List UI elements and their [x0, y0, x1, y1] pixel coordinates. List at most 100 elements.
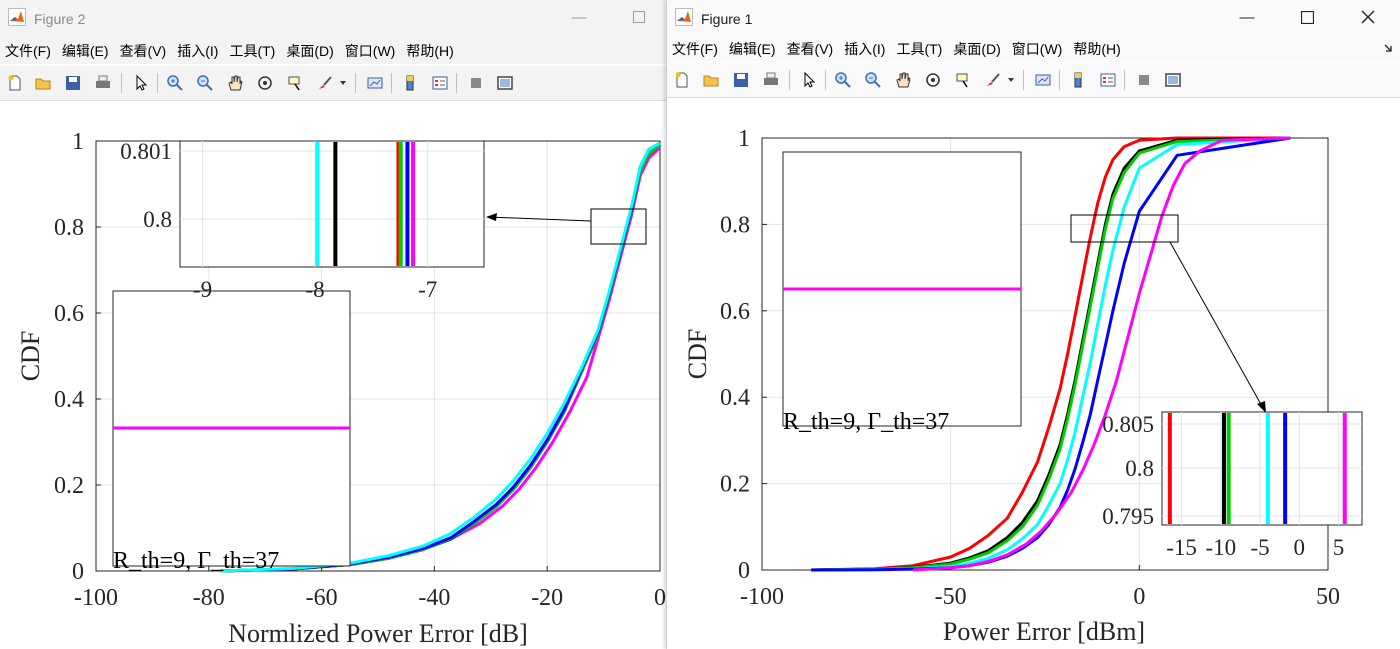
legend-icon [1100, 73, 1116, 87]
link-plot-icon [367, 77, 383, 89]
print-icon [764, 72, 778, 85]
zoom-y-tick-label: 0.8 [1125, 456, 1154, 481]
menu-desktop[interactable]: 桌面(D) [953, 41, 1001, 57]
pointer-button[interactable] [798, 69, 820, 91]
link-plot-button[interactable] [1032, 69, 1054, 91]
link-plot-button[interactable] [364, 72, 386, 94]
figure2-toolbar [0, 66, 666, 101]
zoom-y-tick-label: 0.795 [1102, 504, 1154, 529]
zoom-out-button[interactable] [862, 69, 884, 91]
data-cursor-button[interactable] [952, 69, 974, 91]
dock-arrow-icon[interactable] [1383, 43, 1393, 53]
figure2-menubar: 文件(F) 编辑(E) 查看(V) 插入(I) 工具(T) 桌面(D) 窗口(W… [0, 38, 666, 64]
pan-button[interactable] [224, 72, 246, 94]
x-tick-label: 0 [654, 585, 666, 611]
close-button[interactable] [1345, 0, 1391, 34]
rotate-button[interactable] [922, 69, 944, 91]
menu-view[interactable]: 查看(V) [786, 41, 834, 57]
menu-window[interactable]: 窗口(W) [344, 43, 396, 59]
menu-file[interactable]: 文件(F) [672, 41, 718, 57]
figure1-window[interactable]: Figure 1 — 文件(F) 编辑(E) 查看(V) 插入(I) 工具(T)… [666, 0, 1400, 649]
menu-view[interactable]: 查看(V) [119, 43, 167, 59]
zoom-out-icon [865, 72, 881, 88]
maximize-button[interactable] [1284, 0, 1330, 34]
menu-tools[interactable]: 工具(T) [229, 43, 276, 59]
link-plot-icon [1035, 74, 1051, 86]
cursor-arrow-icon [136, 74, 148, 91]
print-button[interactable] [760, 69, 782, 91]
brush-dropdown[interactable] [338, 72, 348, 94]
brush-dropdown[interactable] [1006, 69, 1016, 91]
y-axis-label: CDF [16, 331, 45, 382]
menu-help[interactable]: 帮助(H) [1073, 41, 1121, 57]
menu-help[interactable]: 帮助(H) [406, 43, 454, 59]
figure2-titlebar[interactable]: Figure 2 — [0, 0, 666, 38]
save-button[interactable] [730, 69, 752, 91]
colorbar-button[interactable] [1067, 69, 1089, 91]
legend-button[interactable] [1097, 69, 1119, 91]
y-tick-label: 0 [738, 558, 750, 584]
menu-insert[interactable]: 插入(I) [177, 43, 219, 59]
print-button[interactable] [92, 72, 114, 94]
y-tick-label: 1 [738, 126, 750, 152]
cdf-curves [811, 136, 1291, 572]
brush-button[interactable] [982, 69, 1004, 91]
figure2-window[interactable]: Figure 2 — 文件(F) 编辑(E) 查看(V) 插入(I) 工具(T)… [0, 0, 667, 649]
new-figure-button[interactable] [671, 69, 693, 91]
minimize-button[interactable]: — [556, 0, 602, 34]
menu-window[interactable]: 窗口(W) [1011, 41, 1063, 57]
minimize-button[interactable]: — [1224, 0, 1270, 34]
matlab-logo-icon [675, 8, 693, 26]
zoom-out-button[interactable] [194, 72, 216, 94]
zoom-out-icon [197, 75, 213, 91]
menu-edit[interactable]: 编辑(E) [728, 41, 776, 57]
menu-tools[interactable]: 工具(T) [896, 41, 943, 57]
data-cursor-button[interactable] [284, 72, 306, 94]
menu-insert[interactable]: 插入(I) [844, 41, 886, 57]
brush-button[interactable] [314, 72, 336, 94]
y-tick-label: 0.8 [54, 215, 84, 241]
arrow-head [1257, 401, 1266, 413]
zoom-in-button[interactable] [832, 69, 854, 91]
hide-tools-button[interactable] [465, 72, 487, 94]
zoom-x-tick-label: -15 [1166, 535, 1197, 560]
legend-label: R_th=9, Γ_th=37 [113, 548, 279, 574]
zoom-in-icon [835, 72, 851, 88]
print-icon [96, 75, 110, 88]
figure1-titlebar[interactable]: Figure 1 — [667, 0, 1400, 38]
rotate-button[interactable] [254, 72, 276, 94]
panel-icon [497, 76, 513, 90]
legend-button[interactable] [429, 72, 451, 94]
cursor-arrow-icon [804, 71, 816, 88]
y-tick-label: 0.4 [720, 385, 750, 411]
save-icon [66, 76, 80, 90]
open-file-button[interactable] [700, 69, 722, 91]
x-tick-label: -40 [418, 585, 450, 611]
zoom-in-button[interactable] [164, 72, 186, 94]
new-figure-button[interactable] [4, 72, 26, 94]
show-tools-button[interactable] [1162, 69, 1184, 91]
x-tick-label: -100 [74, 585, 118, 611]
colorbar-button[interactable] [399, 72, 421, 94]
open-file-button[interactable] [32, 72, 54, 94]
save-button[interactable] [62, 72, 84, 94]
hide-tools-button[interactable] [1133, 69, 1155, 91]
menu-edit[interactable]: 编辑(E) [61, 43, 109, 59]
axes-box [761, 137, 1329, 571]
pointer-button[interactable] [130, 72, 152, 94]
menu-file[interactable]: 文件(F) [5, 43, 51, 59]
zoom-region-box [1070, 214, 1179, 243]
show-tools-button[interactable] [494, 72, 516, 94]
figure2-axes[interactable]: -100 -80 -60 -40 -20 0 0 0.2 0.4 0.6 0.8 1 Normlize… [0, 100, 666, 649]
zoom-inset: -9 -8 -7 0.801 0.8 [120, 139, 485, 302]
pan-button[interactable] [892, 69, 914, 91]
data-tip-icon [288, 76, 300, 91]
x-tick-label: 50 [1316, 584, 1340, 610]
zoom-x-tick-label: 0 [1294, 535, 1306, 560]
x-tick-label: -80 [193, 585, 225, 611]
menu-desktop[interactable]: 桌面(D) [286, 43, 334, 59]
cdf-series-line [811, 136, 1291, 572]
maximize-button[interactable] [616, 0, 662, 34]
